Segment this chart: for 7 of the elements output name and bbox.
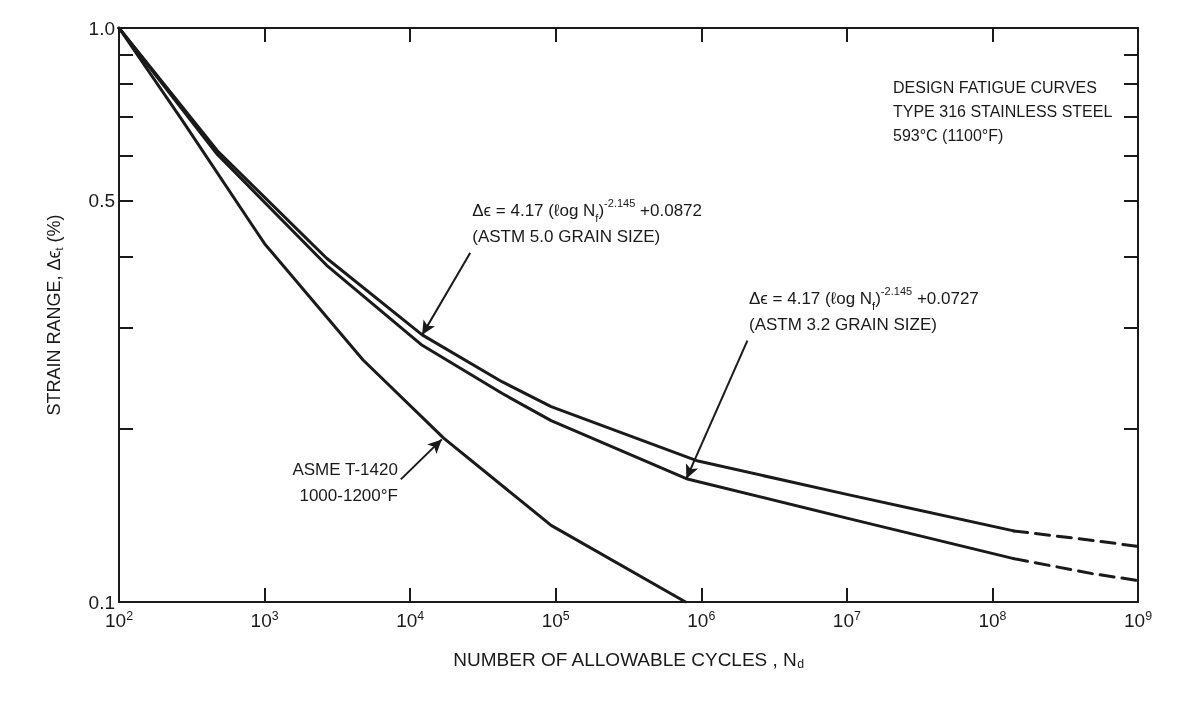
annotation: ASME T-1420 1000-1200°F	[292, 459, 398, 505]
y-tick-label: 0.1	[88, 591, 115, 613]
x-axis-title: NUMBER OF ALLOWABLE CYCLES , Nd	[453, 649, 805, 671]
y-axis-title: STRAIN RANGE, Δϵt (%)	[44, 214, 65, 416]
y-tick-label: 0.5	[88, 190, 115, 212]
text: DESIGN FATIGUE CURVES TYPE 316 STAINLESS STEEL 593°C (1100°F)	[893, 78, 1113, 144]
y-tick-label: 1.0	[88, 17, 115, 39]
